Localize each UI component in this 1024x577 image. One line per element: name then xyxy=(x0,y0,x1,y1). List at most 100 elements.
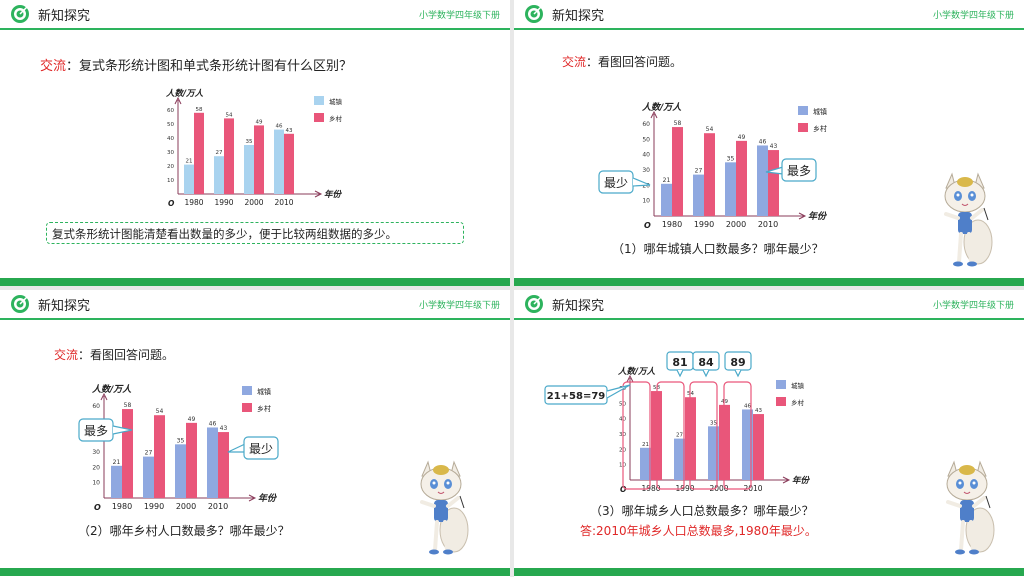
target-logo-icon xyxy=(11,295,29,313)
y-axis-arrow xyxy=(174,96,182,105)
data-label-urban-2010: 46 xyxy=(759,138,767,145)
data-label-urban-1990: 27 xyxy=(676,433,683,439)
callout-min: 最少 xyxy=(227,436,279,460)
x-axis-arrow xyxy=(314,190,323,198)
bar-chart: 人数/万人年份O10203040506021581980275419903549… xyxy=(92,384,278,512)
bar-urban-1990 xyxy=(674,438,685,480)
slide-2[interactable]: 新知探究 小学数学四年级下册 交流：看图回答问题。 人数/万人 年份 O 10 20 30… xyxy=(514,0,1024,286)
footer-bar xyxy=(0,278,510,286)
cat-mascot-icon xyxy=(946,460,995,555)
conclusion-box: 复式条形统计图能清楚看出数量的多少，便于比较两组数据的多少。 xyxy=(46,222,464,244)
bar-rural-1990 xyxy=(154,415,165,498)
callout-max: 最多 xyxy=(78,418,133,442)
y-tick-label: 60 xyxy=(92,403,100,410)
x-tick-label: 1980 xyxy=(662,220,682,229)
y-axis-arrow xyxy=(100,392,108,401)
data-label-rural-1990: 54 xyxy=(687,391,694,397)
y-axis-label: 人数/万人 xyxy=(642,102,682,113)
question-line: 交流：看图回答问题。 xyxy=(54,346,174,363)
question-text: ：看图回答问题。 xyxy=(586,55,683,69)
data-label-urban-2000: 35 xyxy=(177,437,185,444)
cat-mascot-icon xyxy=(944,172,993,267)
x-tick-label: 2010 xyxy=(208,502,228,511)
x-tick-label: 2010 xyxy=(274,198,293,207)
header-subtitle: 小学数学四年级下册 xyxy=(418,11,500,21)
x-tick-label: 2000 xyxy=(176,502,196,511)
question-line: 交流：看图回答问题。 xyxy=(562,53,682,70)
y-tick-label: 10 xyxy=(642,198,650,205)
y-axis-label: 人数/万人 xyxy=(165,88,204,99)
footer-bar xyxy=(514,278,1024,286)
data-label-urban-2000: 35 xyxy=(710,420,717,426)
legend-swatch-urban xyxy=(242,386,252,395)
data-label-urban-1990: 27 xyxy=(695,168,703,175)
legend-swatch-rural xyxy=(314,113,324,122)
question-text: ：看图回答问题。 xyxy=(78,348,175,362)
question-label: 交流 xyxy=(54,348,79,362)
cat-mascot-icon xyxy=(420,460,469,555)
x-axis-label: 年份 xyxy=(324,189,343,200)
callout-max-text: 最多 xyxy=(787,164,811,178)
legend-label-urban: 城镇 xyxy=(257,387,271,396)
slide-header: 新知探究 小学数学四年级下册 xyxy=(0,290,510,320)
legend-label-rural: 乡村 xyxy=(813,124,827,133)
sum-bubble-1990: 81 xyxy=(666,351,694,378)
x-tick-label: 1990 xyxy=(694,220,714,229)
data-label-urban-1980: 21 xyxy=(663,177,671,184)
question-label: 交流 xyxy=(562,55,587,69)
x-tick-label: 2000 xyxy=(726,220,746,229)
question-label: 交流 xyxy=(40,59,67,74)
sub-question: （3）哪年城乡人口总数最多？哪年最少？ xyxy=(590,504,814,518)
y-tick-label: 50 xyxy=(642,136,650,143)
data-label-rural-1990: 54 xyxy=(226,112,233,118)
data-label-urban-2000: 35 xyxy=(246,139,253,145)
header-title: 新知探究 xyxy=(552,299,605,314)
data-label-rural-1980: 58 xyxy=(124,402,132,409)
data-label-urban-1980: 21 xyxy=(186,159,193,165)
x-tick-label: 1980 xyxy=(112,502,132,511)
data-label-rural-2000: 49 xyxy=(188,416,196,423)
slide-header: 新知探究 小学数学四年级下册 xyxy=(0,0,510,30)
bar-urban-1980 xyxy=(184,164,194,194)
data-label-urban-2010: 46 xyxy=(209,420,217,427)
data-label-rural-1980: 58 xyxy=(196,107,203,113)
header-title: 新知探究 xyxy=(552,9,605,24)
legend-swatch-urban xyxy=(314,96,324,105)
footer-bar xyxy=(514,568,1024,576)
data-label-rural-2010: 43 xyxy=(286,128,293,134)
slide-4[interactable]: 新知探究 小学数学四年级下册 人数/万人年份O10203040506021581… xyxy=(514,290,1024,576)
y-tick-label: 40 xyxy=(642,152,650,159)
slide-1[interactable]: 新知探究 小学数学四年级下册 交流：复式条形统计图和单式条形统计图有什么区别？ … xyxy=(0,0,510,286)
x-axis-arrow xyxy=(782,476,791,484)
y-tick-label: 40 xyxy=(167,136,174,142)
data-label-rural-1990: 54 xyxy=(706,126,714,133)
data-label-rural-2010: 43 xyxy=(770,143,778,150)
y-axis-arrow xyxy=(626,374,634,383)
bar-urban-1990 xyxy=(214,156,224,194)
origin-label: O xyxy=(168,199,175,208)
sum-bubble-2000: 84 xyxy=(692,351,720,378)
data-label-urban-2000: 35 xyxy=(727,155,735,162)
header-subtitle: 小学数学四年级下册 xyxy=(418,301,500,311)
bar-rural-2010 xyxy=(753,414,764,480)
x-axis-arrow xyxy=(798,212,807,220)
sum-2000: 84 xyxy=(698,356,714,369)
legend-label-rural: 乡村 xyxy=(791,398,805,407)
callout-max-text: 最多 xyxy=(84,424,108,438)
bar-urban-2010 xyxy=(742,409,753,480)
bar-rural-1990 xyxy=(224,118,234,194)
data-label-rural-2000: 49 xyxy=(721,399,728,405)
bar-chart: 人数/万人年份O10203040506021581980275419903549… xyxy=(642,102,828,230)
data-label-urban-2010: 46 xyxy=(276,124,283,130)
legend-swatch-urban xyxy=(776,380,786,389)
sum-callout: 21+58=79 xyxy=(544,384,631,405)
x-tick-label: 1990 xyxy=(214,198,233,207)
legend-swatch-rural xyxy=(798,123,808,132)
slide-header: 新知探究 小学数学四年级下册 xyxy=(514,290,1024,320)
data-label-urban-1990: 27 xyxy=(216,150,223,156)
data-label-urban-1990: 27 xyxy=(145,450,153,457)
slide-3[interactable]: 新知探究 小学数学四年级下册 交流：看图回答问题。 人数/万人 年份 O 10 20 30… xyxy=(0,290,510,576)
data-label-rural-1980: 58 xyxy=(674,120,682,127)
y-axis-label: 人数/万人 xyxy=(617,366,656,377)
y-tick-label: 50 xyxy=(167,122,174,128)
